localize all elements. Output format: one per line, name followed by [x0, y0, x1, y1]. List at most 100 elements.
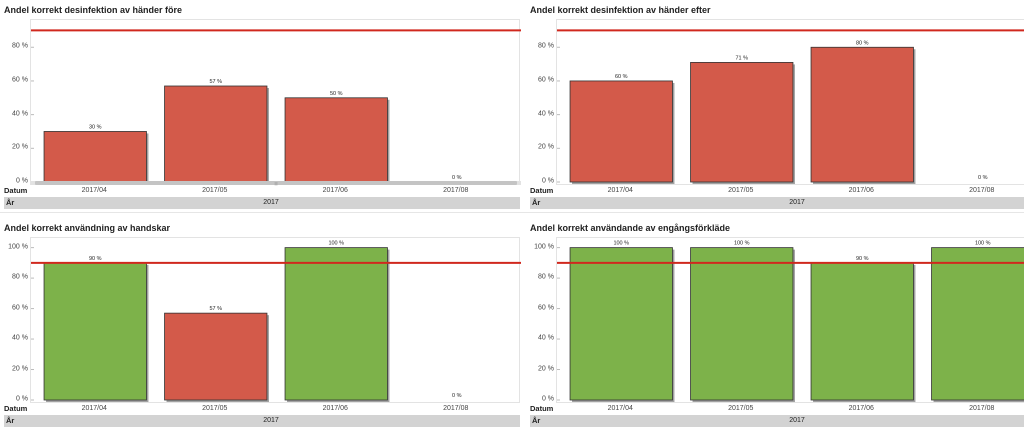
x-axis-label: Datum	[530, 186, 554, 195]
bar-value-label: 100 %	[734, 241, 750, 247]
y-tick-label: 80 %	[538, 273, 554, 281]
year-value: 2017	[789, 417, 805, 424]
x-tick-label: 2017/08	[443, 187, 469, 194]
scrollbar-grip-icon: |||	[274, 181, 277, 186]
year-value: 2017	[263, 417, 279, 424]
x-axis: Datum 2017/04 2017/05 2017/06 2017/08	[530, 185, 1024, 196]
year-value: 2017	[789, 199, 805, 206]
y-tick-label: 20 %	[12, 365, 28, 373]
year-label: År	[530, 415, 548, 427]
x-axis-label: Datum	[4, 404, 28, 413]
scrollbar-thumb[interactable]	[35, 181, 517, 185]
bar[interactable]	[690, 62, 794, 183]
x-tick-label: 2017/08	[969, 405, 995, 412]
y-tick-label: 40 %	[12, 334, 28, 342]
chart-panel-apron: Andel korrekt användande av engångsförkl…	[530, 221, 1024, 427]
x-axis: Datum 2017/04 2017/05 2017/06 2017/08	[4, 403, 520, 414]
chart-svg: 60 % 71 % 80 % 0 %	[557, 29, 1024, 185]
year-band: 2017	[548, 415, 1024, 427]
x-tick-label: 2017/04	[81, 405, 107, 412]
bar-value-label: 0 %	[452, 393, 462, 399]
plot-area: 30 % 57 % 50 % 0 % |||	[30, 19, 521, 186]
year-value: 2017	[263, 199, 279, 206]
bar-value-label: 80 %	[856, 40, 869, 46]
bar-value-label: 60 %	[615, 74, 628, 80]
y-tick-label: 40 %	[538, 110, 554, 118]
x-tick-label: 2017/04	[607, 187, 633, 194]
chart-panel-gloves: Andel korrekt användning av handskar 0 % 2…	[4, 221, 521, 427]
y-tick-label: 100 %	[8, 243, 28, 251]
y-axis: 0 % 20 % 40 % 60 % 80 % 100 %	[530, 237, 554, 403]
bar[interactable]	[284, 247, 388, 401]
y-tick-label: 0 %	[15, 395, 28, 403]
bar[interactable]	[569, 247, 673, 401]
plot-area: 60 % 71 % 80 % 0 %	[556, 19, 1024, 185]
bar[interactable]	[284, 97, 388, 183]
y-tick-label: 60 %	[538, 304, 554, 312]
chart-title: Andel korrekt desinfektion av händer eft…	[530, 5, 711, 15]
chart-panel-hands-before: Andel korrekt desinfektion av händer för…	[4, 3, 521, 209]
plot-area: 100 % 100 % 90 % 100 %	[556, 237, 1024, 403]
y-tick-label: 0 %	[541, 177, 554, 185]
chart-svg: 30 % 57 % 50 % 0 % |||	[31, 29, 521, 186]
y-axis: 0 % 20 % 40 % 60 % 80 %	[530, 19, 554, 185]
bar[interactable]	[569, 80, 673, 183]
bar-value-label: 0 %	[978, 175, 988, 181]
bar[interactable]	[43, 131, 147, 183]
x-axis-label: Datum	[530, 404, 554, 413]
bar-value-label: 100 %	[613, 241, 629, 247]
x-tick-label: 2017/05	[202, 405, 228, 412]
y-axis: 0 % 20 % 40 % 60 % 80 % 100 %	[4, 237, 28, 403]
y-axis: 0 % 20 % 40 % 60 % 80 %	[4, 19, 28, 185]
bar-value-label: 0 %	[452, 175, 462, 181]
y-tick-label: 60 %	[12, 76, 28, 84]
chart-svg: 90 % 57 % 100 % 0 %	[31, 241, 521, 402]
y-tick-label: 40 %	[538, 334, 554, 342]
y-tick-label: 80 %	[538, 42, 554, 50]
chart-panel-hands-after: Andel korrekt desinfektion av händer eft…	[530, 3, 1024, 209]
bar-value-label: 100 %	[328, 241, 344, 247]
bar[interactable]	[164, 312, 268, 401]
x-axis: Datum 2017/04 2017/05 2017/06 2017/08	[4, 185, 520, 196]
plot-area: 90 % 57 % 100 % 0 %	[30, 237, 521, 403]
bar[interactable]	[164, 85, 268, 183]
x-tick-label: 2017/04	[607, 405, 633, 412]
x-axis-label: Datum	[4, 186, 28, 195]
y-tick-label: 100 %	[534, 243, 554, 251]
y-tick-label: 20 %	[538, 365, 554, 373]
x-tick-label: 2017/04	[81, 187, 107, 194]
bar-value-label: 57 %	[209, 306, 222, 312]
x-tick-label: 2017/05	[728, 405, 754, 412]
x-axis: Datum 2017/04 2017/05 2017/06 2017/08	[530, 403, 1024, 414]
year-band: 2017	[22, 197, 520, 209]
x-tick-label: 2017/08	[443, 405, 469, 412]
x-tick-label: 2017/05	[202, 187, 228, 194]
bar-value-label: 71 %	[735, 55, 748, 61]
bar-value-label: 90 %	[89, 256, 102, 262]
chart-title: Andel korrekt användande av engångsförkl…	[530, 223, 731, 233]
y-tick-label: 60 %	[12, 304, 28, 312]
x-tick-label: 2017/08	[969, 187, 995, 194]
bar[interactable]	[690, 247, 794, 401]
y-tick-label: 20 %	[12, 143, 28, 151]
y-tick-label: 80 %	[12, 42, 28, 50]
y-tick-label: 0 %	[15, 177, 28, 185]
bar[interactable]	[43, 262, 147, 401]
year-label: År	[4, 415, 22, 427]
year-label: År	[4, 197, 22, 209]
y-tick-label: 0 %	[541, 395, 554, 403]
bar[interactable]	[810, 46, 914, 183]
year-band: 2017	[22, 415, 520, 427]
y-tick-label: 40 %	[12, 110, 28, 118]
bar-value-label: 100 %	[975, 241, 991, 247]
bar[interactable]	[810, 262, 914, 401]
x-tick-label: 2017/06	[848, 405, 874, 412]
x-tick-label: 2017/06	[322, 187, 348, 194]
year-band: 2017	[548, 197, 1024, 209]
bar[interactable]	[931, 247, 1024, 401]
y-tick-label: 80 %	[12, 273, 28, 281]
y-tick-label: 20 %	[538, 143, 554, 151]
x-tick-label: 2017/06	[322, 405, 348, 412]
bar-value-label: 57 %	[209, 79, 222, 85]
bar-value-label: 50 %	[330, 91, 343, 97]
